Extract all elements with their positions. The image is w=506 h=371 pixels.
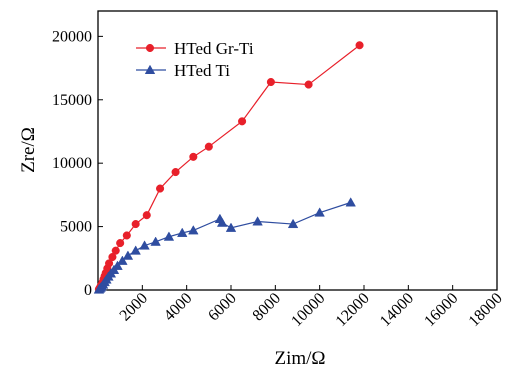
x-tick-label-5: 12000 — [333, 290, 373, 330]
series-0-point-18 — [189, 152, 198, 161]
legend-label-0: HTed Gr-Ti — [174, 39, 254, 58]
series-0-point-22 — [304, 80, 313, 89]
series-1-point-22 — [252, 216, 263, 226]
y-tick-label-4: 20000 — [52, 28, 92, 45]
x-tick-label-3: 8000 — [250, 290, 285, 325]
series-1-point-14 — [139, 240, 150, 250]
series-1-point-23 — [287, 218, 299, 229]
x-axis-title: Zim/Ω — [274, 348, 325, 369]
series-1-point-13 — [130, 245, 141, 255]
series-1-point-12 — [122, 250, 134, 260]
series-1-point-16 — [163, 231, 175, 241]
x-tick-label-7: 16000 — [421, 290, 461, 330]
y-tick-label-2: 10000 — [52, 155, 92, 172]
x-tick-label-6: 14000 — [377, 290, 417, 330]
series-0-point-19 — [204, 142, 213, 151]
series-0-point-23 — [355, 41, 364, 50]
legend-marker-1 — [144, 64, 156, 74]
series-1-point-15 — [150, 236, 161, 246]
series-0-point-13 — [122, 231, 131, 240]
series-1-point-10 — [112, 260, 123, 270]
y-tick-label-1: 5000 — [60, 219, 92, 236]
series-0-point-15 — [142, 211, 151, 220]
series-1-point-25 — [345, 197, 356, 207]
series-0-point-17 — [171, 168, 180, 177]
series-1-point-18 — [188, 225, 199, 235]
series-0-point-16 — [156, 184, 165, 193]
series-0-point-21 — [266, 77, 275, 87]
series-1-point-21 — [225, 222, 237, 232]
x-tick-label-2: 6000 — [205, 290, 240, 325]
x-tick-label-0: 2000 — [117, 290, 152, 325]
series-0-point-9 — [105, 259, 114, 268]
series-1-point-24 — [314, 207, 325, 217]
x-tick-label-8: 18000 — [466, 290, 506, 330]
series-0-point-10 — [108, 252, 117, 262]
y-tick-label-0: 0 — [84, 282, 92, 299]
series-0-point-14 — [131, 220, 140, 229]
plot-frame — [97, 10, 498, 291]
series-0-point-11 — [111, 246, 120, 255]
series-line-1 — [98, 201, 351, 291]
y-tick-label-3: 15000 — [52, 92, 92, 109]
series-1-point-11 — [117, 255, 128, 265]
legend-marker-0 — [145, 43, 155, 53]
series-0-point-12 — [116, 239, 125, 248]
x-tick-label-1: 4000 — [161, 290, 196, 325]
series-1-point-17 — [177, 227, 188, 237]
series-0-point-20 — [238, 117, 247, 126]
y-axis-title: Zre/Ω — [18, 127, 39, 173]
x-tick-label-4: 10000 — [288, 290, 328, 330]
legend-label-1: HTed Ti — [174, 61, 230, 80]
series-1-point-20 — [216, 217, 228, 227]
